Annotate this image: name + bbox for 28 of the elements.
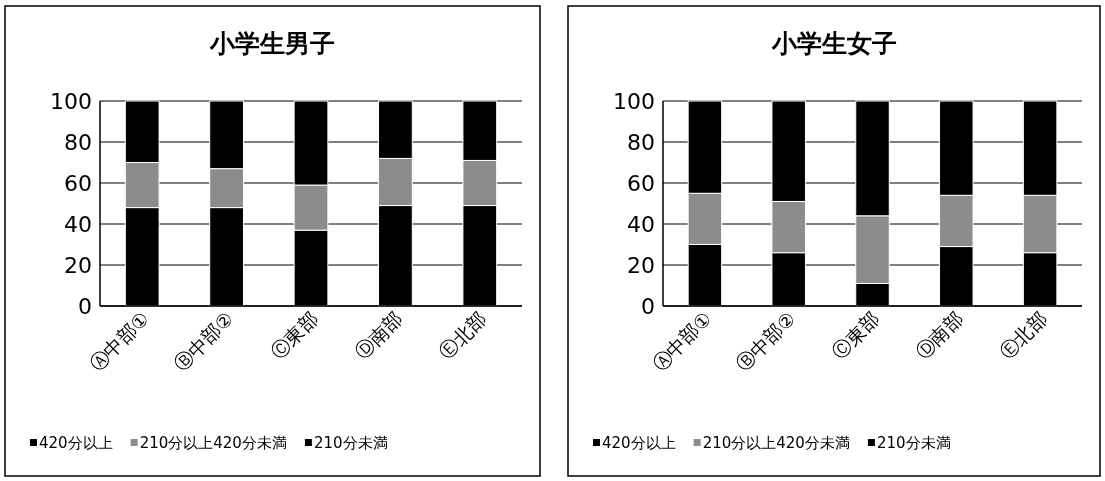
y-tick-label: 40: [627, 212, 655, 237]
y-tick-label: 40: [64, 212, 92, 237]
chart-title: 小学生男子: [209, 29, 335, 58]
x-tick-label: Ⓓ南部: [350, 307, 407, 364]
y-tick-label: 0: [641, 294, 655, 319]
y-tick-label: 80: [64, 130, 92, 155]
legend-label: 210分以上420分未満: [139, 434, 287, 452]
y-tick-label: 60: [64, 171, 92, 196]
y-tick-label: 20: [627, 253, 655, 278]
y-tick-label: 100: [613, 89, 655, 114]
x-tick-label: Ⓑ中部②: [169, 307, 238, 376]
legend-label: 210分未満: [313, 434, 388, 452]
y-tick-label: 0: [78, 294, 92, 319]
x-tick-label: Ⓓ南部: [911, 307, 968, 364]
chart-title: 小学生女子: [770, 29, 897, 58]
legend-label: 420分以上: [602, 434, 676, 452]
y-tick-label: 80: [627, 130, 655, 155]
x-tick-label: Ⓑ中部②: [731, 307, 800, 376]
legend-label: 210分未満: [876, 434, 951, 452]
y-tick-label: 100: [50, 89, 92, 114]
y-tick-label: 60: [627, 171, 655, 196]
x-tick-label: Ⓒ東部: [265, 307, 322, 364]
x-tick-label: Ⓔ北部: [434, 307, 491, 364]
legend-label: 210分以上420分未満: [702, 434, 850, 452]
x-tick-label: Ⓒ東部: [827, 307, 884, 364]
y-tick-label: 20: [64, 253, 92, 278]
legend-label: 420分以上: [39, 434, 113, 452]
x-tick-label: Ⓔ北部: [995, 307, 1051, 364]
